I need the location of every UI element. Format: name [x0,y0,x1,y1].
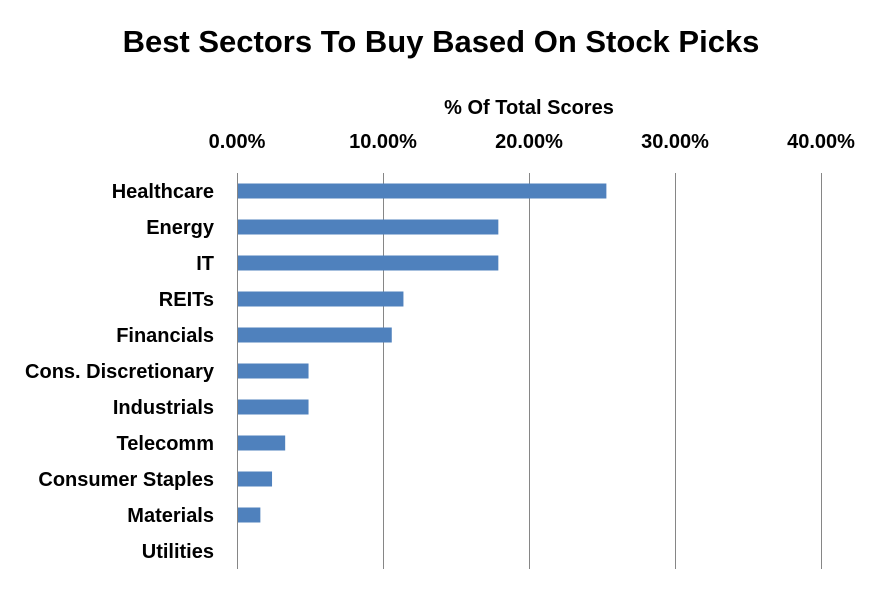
x-tick-label: 30.00% [641,131,709,153]
category-label: Telecomm [117,433,214,455]
x-tick-label: 0.00% [209,131,266,153]
bar [238,219,499,235]
category-label: REITs [159,289,214,311]
bar [238,291,404,307]
bar [238,471,273,487]
bar [238,363,309,379]
category-label: Energy [146,217,215,239]
category-label: Cons. Discretionary [25,361,215,383]
category-label: IT [196,253,214,275]
x-tick-label: 20.00% [495,131,563,153]
category-labels: Healthcare Energy IT REITs Financials Cons. D… [25,181,215,563]
category-label: Materials [127,505,214,527]
bar [238,255,499,271]
bar [238,327,392,343]
x-tick-labels: 0.00% 10.00% 20.00% 30.00% 40.00% [209,131,855,153]
chart-title: Best Sectors To Buy Based On Stock Picks [123,24,760,59]
category-label: Healthcare [112,181,214,203]
bar [238,399,309,415]
category-label: Utilities [142,541,214,563]
x-tick-label: 40.00% [787,131,855,153]
gridlines [237,173,822,569]
category-label: Industrials [113,397,214,419]
x-tick-label: 10.00% [349,131,417,153]
bars [238,183,607,523]
x-axis-title: % Of Total Scores [444,97,614,119]
bar [238,435,286,451]
bar [238,183,607,199]
bar [238,507,261,523]
category-label: Consumer Staples [38,469,214,491]
category-label: Financials [116,325,214,347]
